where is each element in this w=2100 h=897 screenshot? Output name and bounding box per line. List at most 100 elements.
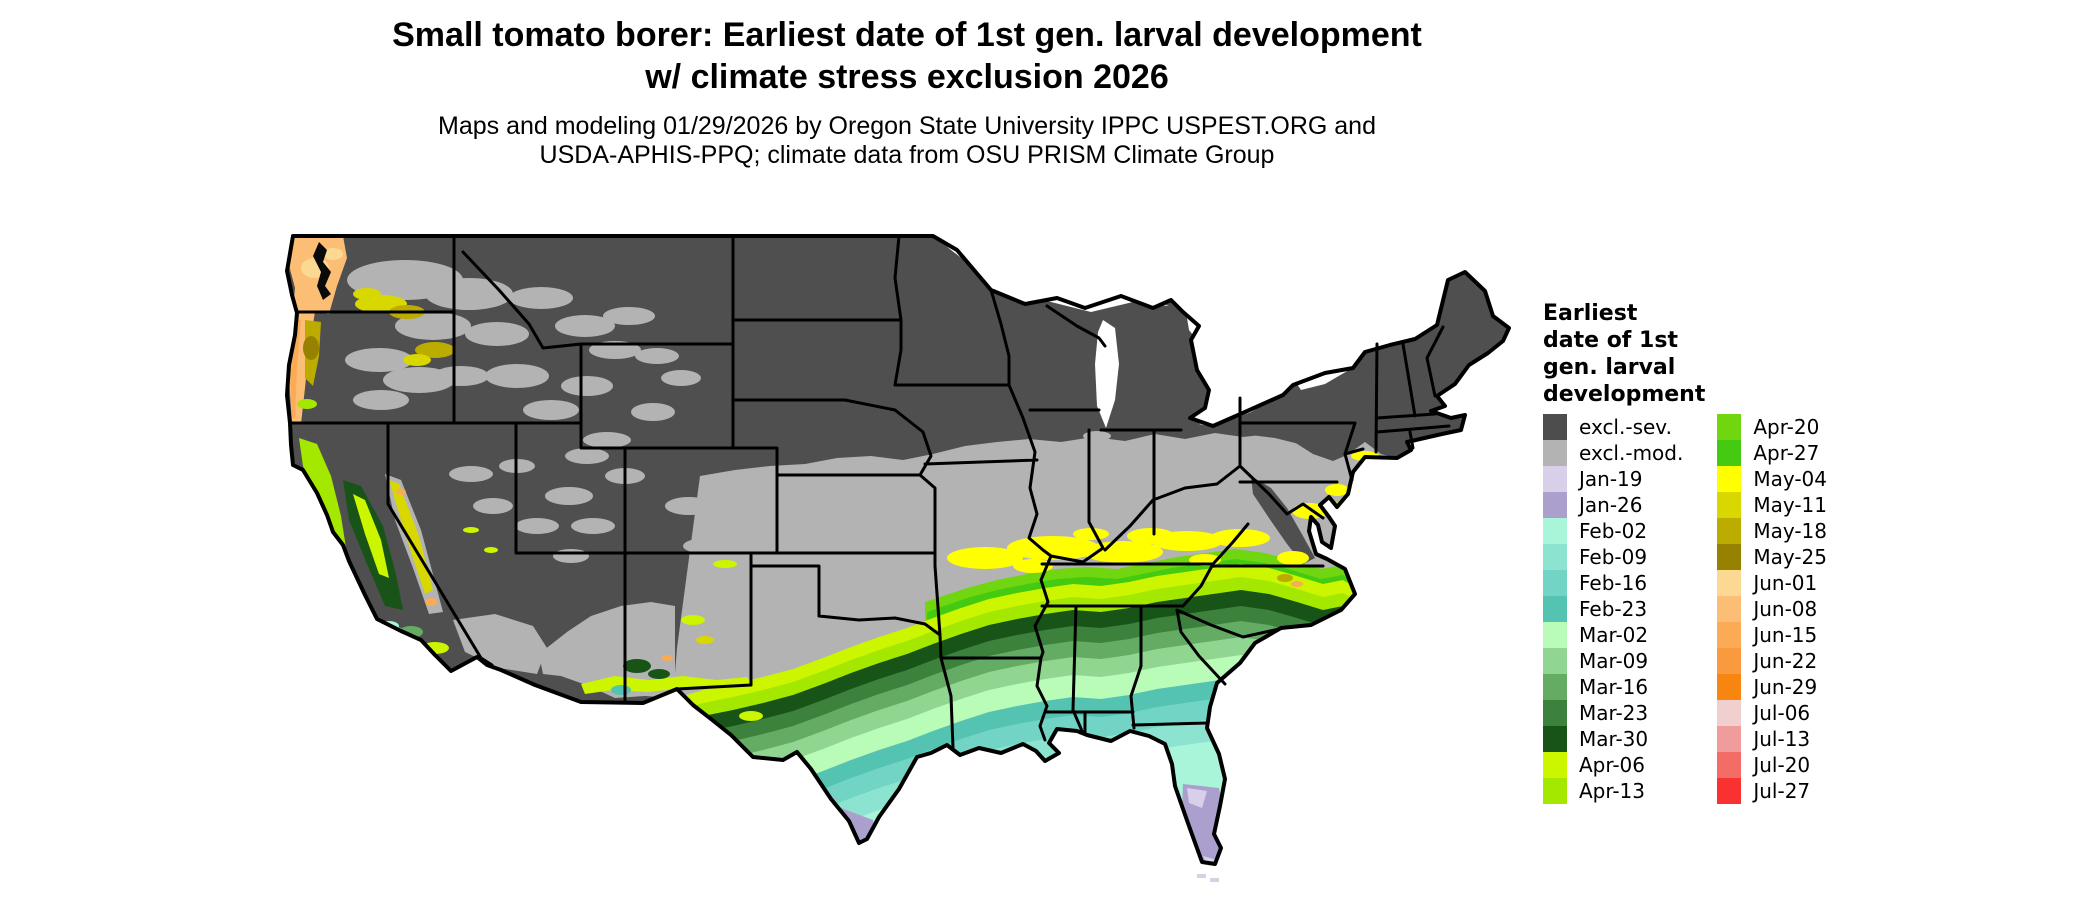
map-legend: Earliest date of 1st gen. larval develop… [1543, 300, 2083, 804]
legend-label: Jun-22 [1753, 649, 1818, 673]
lake-ontario [1297, 370, 1349, 390]
legend-column-1: excl.-sev. excl.-mod. Jan-19 Jan-26 Feb-02 Fe… [1543, 414, 1683, 804]
florida-tip-jan19 [1203, 856, 1217, 864]
california-coast-range-strip [299, 438, 347, 554]
legend-column-2: Apr-20 Apr-27 May-04 May-11 May-18 May-25 Jun-… [1717, 414, 1827, 804]
gray-patch [485, 364, 549, 388]
legend-row: excl.-mod. [1543, 440, 1683, 466]
nm-mountain-chartreuse [681, 615, 705, 625]
legend-swatch [1543, 544, 1567, 570]
gray-patch [1083, 431, 1111, 441]
gray-patch [695, 517, 739, 535]
title-line-1: Small tomato borer: Earliest date of 1st… [392, 16, 1422, 54]
yellow-patch [1151, 531, 1223, 551]
subtitle-line-2: USDA-APHIS-PPQ; climate data from OSU PR… [539, 141, 1275, 169]
state-borders [290, 234, 1451, 750]
legend-row: Apr-06 [1543, 752, 1683, 778]
legend-swatch [1543, 648, 1567, 674]
nm-mountain-yellow [696, 636, 714, 644]
legend-row: Jun-08 [1717, 596, 1827, 622]
legend-row: Feb-23 [1543, 596, 1683, 622]
legend-label: May-18 [1753, 519, 1828, 543]
gray-patch [395, 312, 471, 340]
legend-label: Mar-30 [1579, 727, 1649, 751]
legend-row: Jan-26 [1543, 492, 1683, 518]
aqua-patch [413, 660, 437, 672]
legend-label: Apr-20 [1753, 415, 1820, 439]
legend-label: Feb-09 [1579, 545, 1648, 569]
legend-row: May-25 [1717, 544, 1827, 570]
legend-row: Feb-02 [1543, 518, 1683, 544]
legend-row: excl.-sev. [1543, 414, 1683, 440]
legend-label: Mar-02 [1579, 623, 1649, 647]
legend-row: Mar-02 [1543, 622, 1683, 648]
yellow-patch [1073, 528, 1109, 540]
olive-patch [415, 342, 455, 358]
legend-label: Jun-15 [1753, 623, 1818, 647]
legend-swatch [1717, 778, 1742, 804]
yellow-patch [1210, 529, 1270, 547]
mojave-gray-patch [453, 614, 547, 674]
legend-swatch [1717, 752, 1742, 778]
legend-swatch [1717, 648, 1742, 674]
gray-patch [545, 487, 593, 505]
legend-swatch [1717, 596, 1742, 622]
orange-speck [661, 655, 673, 661]
legend-swatch [1543, 674, 1567, 700]
legend-swatch [1717, 440, 1742, 466]
legend-label: Feb-23 [1579, 597, 1648, 621]
gray-patch [465, 322, 529, 346]
legend-row: May-11 [1717, 492, 1827, 518]
legend-label: Jun-29 [1753, 675, 1818, 699]
gray-patch [561, 376, 613, 396]
subtitle-line-1: Maps and modeling 01/29/2026 by Oregon S… [438, 112, 1376, 140]
gray-patch [683, 539, 719, 553]
legend-swatch [1717, 622, 1742, 648]
legend-swatch [1717, 544, 1742, 570]
southwest-gray-region [539, 602, 675, 698]
peach-patch [1428, 447, 1442, 453]
map-fill-layer [287, 236, 1509, 864]
south-texas-jan19-patch [859, 844, 873, 864]
yellow-patch [1355, 473, 1375, 483]
gray-patch [661, 370, 701, 386]
legend-label: Jun-01 [1753, 571, 1818, 595]
gray-patch [711, 478, 751, 494]
keys-islet [1197, 874, 1206, 878]
legend-row: Mar-23 [1543, 700, 1683, 726]
legend-swatch [1543, 778, 1567, 804]
gray-patch [583, 432, 631, 448]
legend-label: Mar-16 [1579, 675, 1649, 699]
teal-patch [611, 685, 631, 695]
gray-patch [635, 348, 679, 364]
legend-row: Apr-20 [1717, 414, 1827, 440]
legend-columns: excl.-sev. excl.-mod. Jan-19 Jan-26 Feb-02 Fe… [1543, 414, 1827, 804]
legend-title-line: development [1543, 382, 1706, 407]
legend-row: Jun-29 [1717, 674, 1827, 700]
legend-row: Mar-09 [1543, 648, 1683, 674]
legend-row: Apr-27 [1717, 440, 1827, 466]
legend-label: Jul-06 [1753, 701, 1811, 725]
us-map [285, 228, 1555, 892]
title-line-2: w/ climate stress exclusion 2026 [645, 58, 1169, 96]
legend-swatch [1543, 492, 1567, 518]
legend-swatch [1543, 622, 1567, 648]
legend-swatch [1543, 752, 1567, 778]
yellow-patch [1007, 536, 1099, 560]
legend-label: excl.-sev. [1579, 415, 1672, 439]
legend-row: Jun-22 [1717, 648, 1827, 674]
legend-swatch [1717, 674, 1742, 700]
pacific-northwest-orange-strip [287, 236, 347, 424]
legend-row: Jul-20 [1717, 752, 1827, 778]
legend-label: Mar-23 [1579, 701, 1649, 725]
green-speck [297, 399, 317, 409]
legend-label: Jul-20 [1753, 753, 1811, 777]
legend-title: Earliest date of 1st gen. larval develop… [1543, 300, 2083, 408]
legend-swatch [1717, 726, 1742, 752]
orange-speck [396, 489, 406, 495]
pennsylvania-north-dark-band [1242, 425, 1353, 448]
olive-patch [303, 336, 319, 360]
page-title: Small tomato borer: Earliest date of 1st… [0, 14, 1814, 98]
legend-row: Feb-09 [1543, 544, 1683, 570]
legend-row: Jul-27 [1717, 778, 1827, 804]
